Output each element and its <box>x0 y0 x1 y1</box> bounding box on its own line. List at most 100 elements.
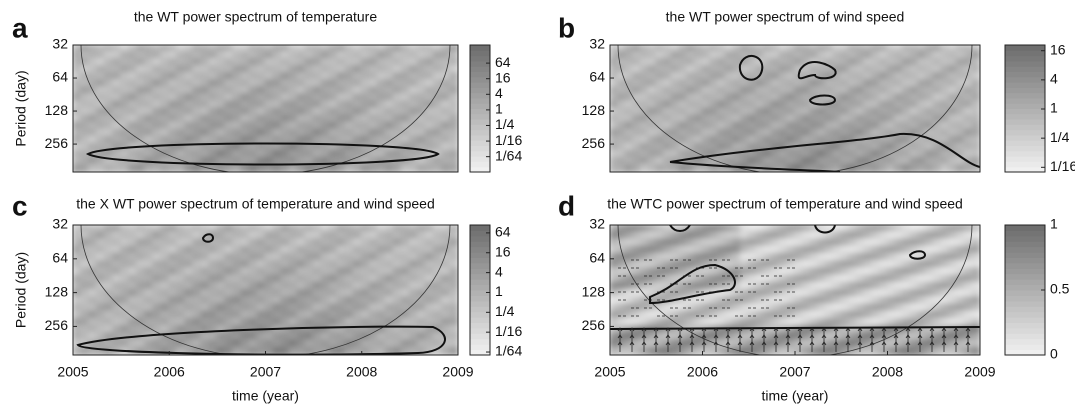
field-cell <box>716 238 727 248</box>
field-cell <box>136 225 147 234</box>
field-cell <box>248 310 259 320</box>
field-cell <box>232 149 243 159</box>
field-cell <box>955 65 966 75</box>
field-cell <box>232 231 243 241</box>
field-cell <box>647 45 658 54</box>
field-cell <box>847 142 858 152</box>
field-cell <box>424 310 435 320</box>
field-cell <box>144 339 155 349</box>
field-cell <box>932 93 943 103</box>
field-cell <box>971 121 980 131</box>
field-cell <box>770 225 781 234</box>
field-cell <box>360 79 371 89</box>
field-cell <box>940 135 951 145</box>
field-cell <box>948 274 958 284</box>
field-cell <box>320 121 331 131</box>
field-cell <box>878 245 889 255</box>
field-cell <box>176 267 187 277</box>
field-cell <box>670 149 681 159</box>
field-cell <box>440 79 451 89</box>
field-cell <box>288 303 299 313</box>
colorbar-band <box>470 166 490 173</box>
field-cell <box>948 245 958 255</box>
field-cell <box>208 225 219 234</box>
field-cell <box>336 296 347 306</box>
field-cell <box>616 274 627 284</box>
field-cell <box>610 296 619 306</box>
field-cell <box>440 332 451 342</box>
colorbar-tick-label: 1/4 <box>1050 129 1070 145</box>
field-cell <box>693 252 704 263</box>
colorbar-band <box>470 300 490 307</box>
field-cell <box>963 238 974 248</box>
field-cell <box>152 93 163 103</box>
field-cell <box>248 128 259 138</box>
field-cell <box>610 149 619 159</box>
field-cell <box>794 100 804 110</box>
field-cell <box>655 339 665 349</box>
field-cell <box>647 51 658 61</box>
field-cell <box>104 45 115 54</box>
field-cell <box>778 93 789 103</box>
phase-arrow <box>917 341 923 352</box>
field-cell <box>152 163 163 172</box>
field-cell <box>160 346 171 355</box>
field-cell <box>794 142 804 152</box>
field-cell <box>616 128 627 138</box>
field-cell <box>925 114 935 124</box>
field-cell <box>288 58 299 68</box>
field-cell <box>747 296 758 306</box>
field-cell <box>855 260 866 270</box>
field-cell <box>192 267 203 277</box>
field-cell <box>376 231 387 241</box>
field-cell <box>264 317 275 328</box>
field-cell <box>160 65 171 75</box>
field-cell <box>264 79 275 89</box>
field-cell <box>955 156 966 166</box>
field-cell <box>264 100 275 110</box>
field-cell <box>894 238 904 248</box>
colorbar-tick-label: 0.5 <box>1050 281 1070 297</box>
field-cell <box>224 296 235 306</box>
field-cell <box>328 65 339 75</box>
field-cell <box>971 128 980 138</box>
field-cell <box>168 79 179 89</box>
field-cell <box>847 245 858 255</box>
field-cell <box>152 289 163 299</box>
field-cell <box>932 121 943 131</box>
field-cell <box>886 149 897 159</box>
field-cell <box>740 135 750 145</box>
field-cell <box>925 225 935 234</box>
field-cell <box>224 281 235 291</box>
field-cell <box>256 86 267 96</box>
field-cell <box>248 289 259 299</box>
field-cell <box>655 296 665 306</box>
field-cell <box>264 58 275 68</box>
field-cell <box>840 45 850 54</box>
field-cell <box>336 317 347 328</box>
field-cell <box>955 317 966 328</box>
field-cell <box>232 135 243 145</box>
field-cell <box>747 317 758 328</box>
field-cell <box>709 149 719 159</box>
field-cell <box>176 51 187 61</box>
field-cell <box>840 260 850 270</box>
field-cell <box>755 93 766 103</box>
field-cell <box>763 58 773 68</box>
field-cell <box>940 51 951 61</box>
field-cell <box>670 231 681 241</box>
field-cell <box>639 163 650 172</box>
field-cell <box>786 296 796 306</box>
field-cell <box>863 107 874 117</box>
field-cell <box>392 72 403 82</box>
field-cell <box>184 296 195 306</box>
field-cell <box>770 238 781 248</box>
field-cell <box>248 114 259 124</box>
field-cell <box>747 114 758 124</box>
field-cell <box>778 339 789 349</box>
field-cell <box>312 303 323 313</box>
colorbar-tick-label: 16 <box>495 243 511 259</box>
field-cell <box>360 245 371 255</box>
field-cell <box>701 107 712 117</box>
field-cell <box>840 289 850 299</box>
